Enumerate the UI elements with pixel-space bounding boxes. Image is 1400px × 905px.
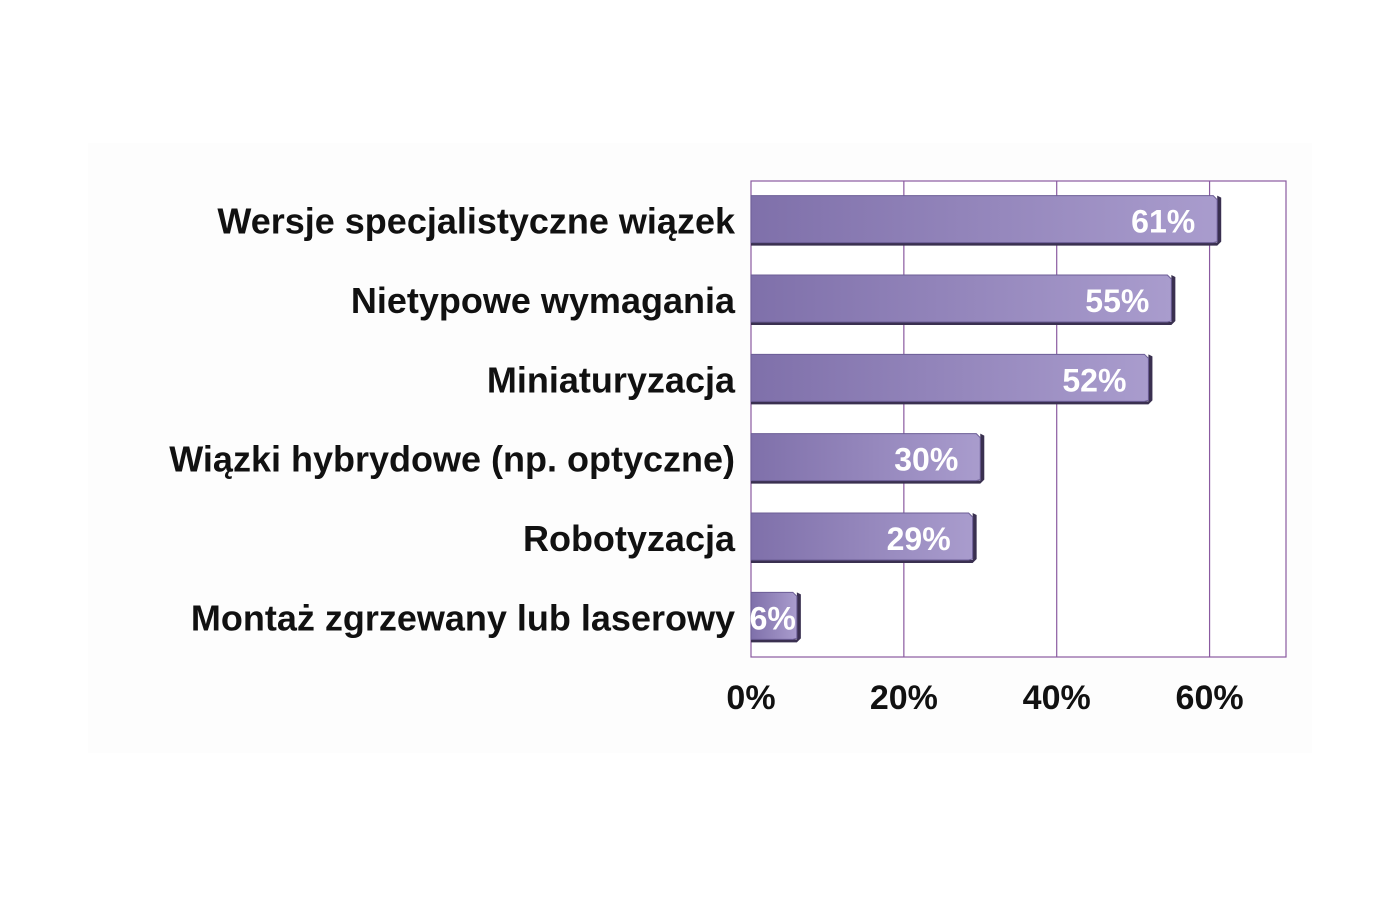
category-label: Montaż zgrzewany lub laserowy <box>191 597 735 638</box>
bar-2 <box>750 274 1172 323</box>
plot-area <box>750 180 1287 658</box>
data-label: 6% <box>750 600 796 636</box>
x-tick-label: 60% <box>1176 679 1244 717</box>
category-label: Robotyzacja <box>523 518 736 559</box>
data-label: 55% <box>1085 283 1149 319</box>
bar-6 <box>750 591 798 640</box>
x-tick-label: 20% <box>870 679 938 717</box>
data-label: 29% <box>887 521 951 557</box>
category-label: Wiązki hybrydowe (np. optyczne) <box>169 439 735 480</box>
data-label: 61% <box>1131 204 1195 240</box>
bar-1 <box>750 195 1218 244</box>
bar-5 <box>750 512 974 561</box>
x-tick-label: 40% <box>1023 679 1091 717</box>
x-tick-label: 0% <box>726 679 775 717</box>
category-label: Miniaturyzacja <box>487 359 736 400</box>
data-label: 30% <box>894 442 958 478</box>
category-label: Nietypowe wymagania <box>351 280 736 321</box>
bar-3 <box>750 353 1149 402</box>
bar-4 <box>750 433 981 482</box>
category-label: Wersje specjalistyczne wiązek <box>217 201 736 242</box>
data-label: 52% <box>1062 362 1126 398</box>
